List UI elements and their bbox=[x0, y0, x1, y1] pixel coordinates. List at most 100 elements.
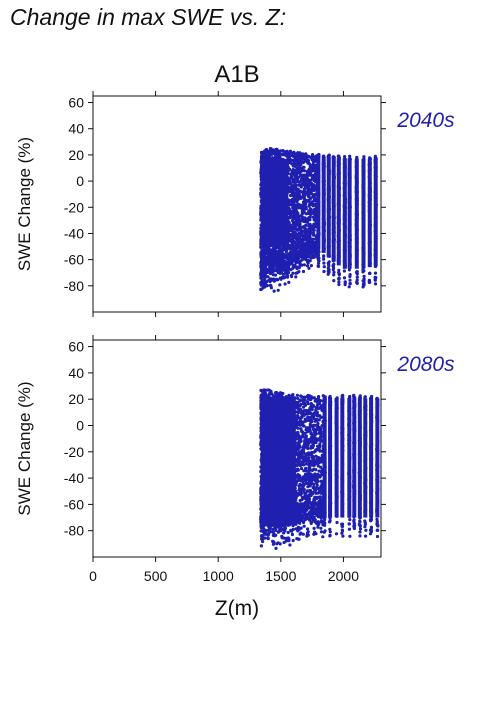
data-point bbox=[286, 260, 290, 264]
data-point bbox=[348, 273, 352, 277]
data-point bbox=[270, 148, 274, 152]
data-point bbox=[287, 207, 291, 211]
data-point bbox=[287, 257, 291, 261]
y-axis-title: SWE Change (%) bbox=[15, 137, 34, 271]
data-point bbox=[268, 279, 272, 284]
data-point bbox=[305, 264, 310, 268]
data-point bbox=[293, 164, 297, 168]
data-point bbox=[291, 193, 295, 198]
data-point bbox=[307, 162, 312, 166]
data-point bbox=[315, 424, 319, 428]
data-point bbox=[271, 273, 275, 277]
data-point bbox=[319, 526, 323, 530]
data-point bbox=[295, 227, 299, 231]
data-point bbox=[291, 527, 295, 532]
data-point bbox=[347, 285, 351, 289]
data-point bbox=[308, 201, 312, 205]
data-point bbox=[361, 279, 365, 283]
data-point bbox=[286, 530, 290, 535]
data-point bbox=[295, 188, 299, 193]
data-point bbox=[297, 266, 301, 270]
data-point bbox=[312, 416, 316, 421]
data-point bbox=[288, 234, 292, 238]
data-point bbox=[291, 255, 295, 259]
data-point bbox=[296, 245, 300, 249]
data-point bbox=[308, 197, 312, 201]
data-point bbox=[291, 271, 295, 275]
data-point bbox=[298, 407, 303, 411]
data-point bbox=[332, 270, 336, 274]
data-point bbox=[308, 207, 312, 211]
data-point bbox=[304, 219, 309, 223]
data-point bbox=[348, 278, 352, 282]
data-point bbox=[303, 225, 307, 229]
y-tick-label: -20 bbox=[64, 199, 84, 215]
data-point bbox=[294, 261, 298, 265]
data-point bbox=[314, 251, 318, 255]
data-point bbox=[296, 254, 300, 258]
data-point bbox=[275, 267, 279, 271]
data-point bbox=[263, 152, 267, 156]
data-point bbox=[299, 169, 303, 173]
data-point bbox=[275, 251, 279, 255]
data-point bbox=[289, 238, 293, 242]
data-point bbox=[292, 206, 297, 211]
data-point bbox=[305, 154, 310, 158]
data-point bbox=[373, 271, 378, 275]
scatter-points-2080s bbox=[259, 388, 380, 551]
data-point bbox=[274, 546, 278, 551]
y-tick-label: -80 bbox=[64, 278, 84, 294]
data-point bbox=[263, 155, 268, 159]
data-point bbox=[295, 161, 299, 165]
data-point bbox=[300, 205, 304, 209]
data-point bbox=[362, 274, 366, 278]
data-point bbox=[308, 244, 313, 248]
data-point-streak bbox=[354, 158, 359, 269]
data-point bbox=[308, 259, 312, 263]
data-point bbox=[374, 276, 378, 280]
data-point bbox=[265, 250, 269, 254]
data-point bbox=[294, 155, 298, 160]
data-point bbox=[303, 194, 307, 198]
data-point bbox=[313, 156, 317, 160]
data-point bbox=[296, 237, 300, 241]
y-tick-label: 20 bbox=[68, 147, 84, 163]
data-point bbox=[287, 185, 291, 190]
data-point bbox=[312, 482, 316, 486]
data-point bbox=[288, 228, 292, 232]
data-point bbox=[288, 543, 292, 547]
data-point bbox=[297, 217, 301, 221]
data-point bbox=[280, 275, 284, 279]
data-point bbox=[276, 288, 280, 292]
data-point bbox=[296, 211, 300, 215]
data-point bbox=[306, 211, 311, 216]
data-point bbox=[373, 282, 378, 286]
data-point bbox=[305, 178, 310, 182]
data-point bbox=[322, 265, 326, 269]
data-point bbox=[306, 192, 310, 197]
data-point bbox=[288, 149, 292, 153]
data-point bbox=[354, 270, 359, 274]
data-point bbox=[305, 232, 309, 236]
data-point bbox=[276, 245, 280, 250]
data-point bbox=[264, 281, 268, 285]
data-point bbox=[331, 263, 335, 267]
data-point bbox=[309, 166, 313, 170]
data-point-streak bbox=[326, 157, 331, 258]
data-point bbox=[306, 190, 311, 194]
data-point bbox=[361, 268, 365, 272]
data-point bbox=[287, 253, 291, 257]
data-point bbox=[269, 271, 273, 275]
data-point bbox=[307, 456, 311, 460]
y-tick-label: 60 bbox=[68, 95, 84, 111]
data-point-streak bbox=[373, 158, 378, 267]
data-point bbox=[278, 283, 282, 287]
data-point bbox=[266, 257, 270, 261]
data-point-streak bbox=[347, 158, 352, 269]
data-point bbox=[308, 215, 312, 219]
data-point bbox=[343, 155, 347, 159]
data-point bbox=[299, 228, 303, 233]
data-point bbox=[313, 245, 317, 249]
